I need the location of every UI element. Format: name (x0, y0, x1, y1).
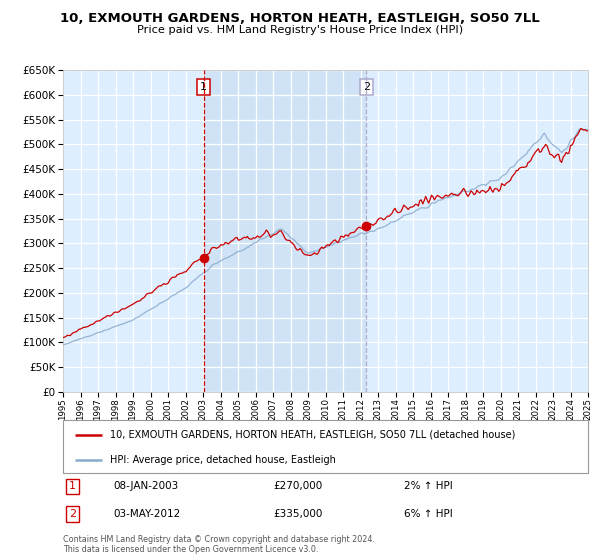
Text: Price paid vs. HM Land Registry's House Price Index (HPI): Price paid vs. HM Land Registry's House … (137, 25, 463, 35)
Text: Contains HM Land Registry data © Crown copyright and database right 2024.
This d: Contains HM Land Registry data © Crown c… (63, 535, 375, 554)
Text: 2: 2 (363, 82, 370, 92)
Bar (203, 70, 367, 392)
Text: HPI: Average price, detached house, Eastleigh: HPI: Average price, detached house, East… (110, 455, 336, 465)
Text: 03-MAY-2012: 03-MAY-2012 (113, 509, 180, 519)
Text: 2: 2 (69, 509, 76, 519)
Text: 1: 1 (69, 481, 76, 491)
Text: 6% ↑ HPI: 6% ↑ HPI (404, 509, 453, 519)
Text: £335,000: £335,000 (273, 509, 322, 519)
Text: 08-JAN-2003: 08-JAN-2003 (113, 481, 178, 491)
Text: 1: 1 (200, 82, 207, 92)
Text: 10, EXMOUTH GARDENS, HORTON HEATH, EASTLEIGH, SO50 7LL (detached house): 10, EXMOUTH GARDENS, HORTON HEATH, EASTL… (110, 430, 515, 440)
FancyBboxPatch shape (63, 420, 588, 473)
Text: 2% ↑ HPI: 2% ↑ HPI (404, 481, 453, 491)
Text: £270,000: £270,000 (273, 481, 322, 491)
Text: 10, EXMOUTH GARDENS, HORTON HEATH, EASTLEIGH, SO50 7LL: 10, EXMOUTH GARDENS, HORTON HEATH, EASTL… (60, 12, 540, 25)
